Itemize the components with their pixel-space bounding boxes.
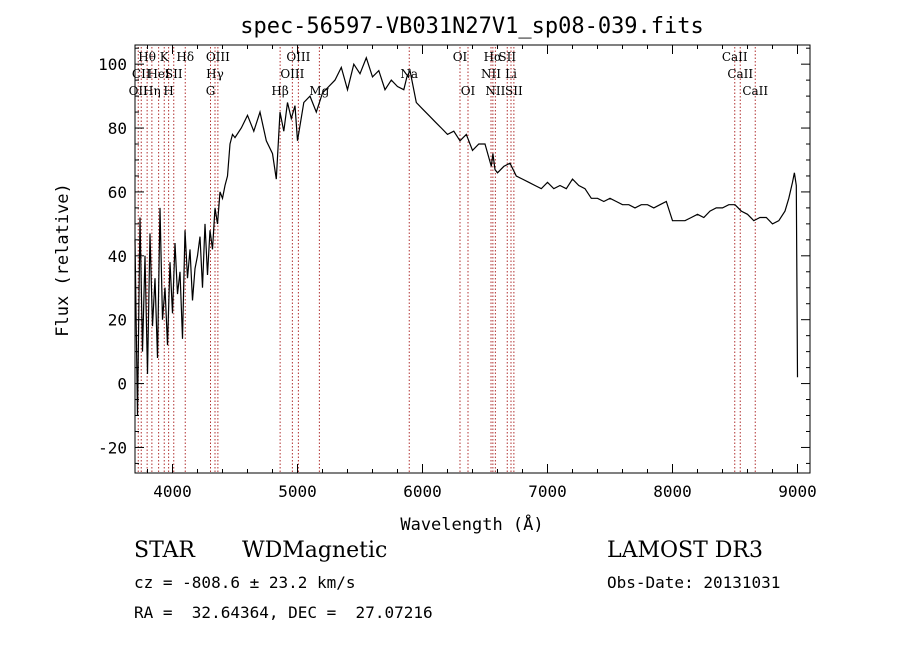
y-tick-label: 40 — [108, 247, 127, 266]
x-tick-label: 9000 — [778, 482, 817, 501]
coordinates: RA = 32.64364, DEC = 27.07216 — [134, 603, 433, 622]
line-label: Mg — [309, 84, 329, 98]
line-label: Li — [505, 67, 517, 81]
line-label: CII — [132, 67, 151, 81]
line-label: K — [160, 50, 170, 64]
y-tick-label: 0 — [117, 375, 127, 394]
y-axis-label: Flux (relative) — [53, 183, 73, 337]
line-label: OIII — [280, 67, 304, 81]
line-label: SII — [505, 84, 523, 98]
line-label: OI — [461, 84, 476, 98]
line-label: OIII — [286, 50, 310, 64]
redshift-readout: cz = -808.6 ± 23.2 km/s — [134, 573, 356, 592]
x-tick-label: 7000 — [528, 482, 567, 501]
line-label: NII — [481, 67, 501, 81]
line-label: OI — [453, 50, 468, 64]
line-label: SII — [165, 67, 183, 81]
spectral-line-markers — [137, 47, 756, 473]
line-label: OII — [129, 84, 149, 98]
axis-ticks: 4000 5000 6000 7000 8000 9000 -20 0 20 40 60 80 100 — [98, 45, 817, 501]
object-subclass: WDMagnetic — [242, 538, 388, 563]
line-label: CaII — [722, 50, 748, 64]
line-label: Hβ — [271, 84, 288, 98]
survey-name: LAMOST DR3 — [607, 538, 763, 563]
spectral-line-labels: OII CII Hθ Hη HeI K H SII Hδ G Hγ OIII Hβ OIII OIII Mg N… — [129, 50, 769, 98]
line-label: G — [206, 84, 216, 98]
line-label: SII — [498, 50, 516, 64]
x-axis-label: Wavelength (Å) — [400, 513, 543, 535]
y-tick-label: 80 — [108, 119, 127, 138]
line-label: Hη — [143, 84, 161, 98]
x-tick-label: 6000 — [403, 482, 442, 501]
y-tick-label: -20 — [98, 438, 127, 457]
obs-date: Obs-Date: 20131031 — [607, 573, 781, 592]
x-tick-label: 4000 — [153, 482, 192, 501]
y-tick-label: 20 — [108, 311, 127, 330]
chart-title: spec-56597-VB031N27V1_sp08-039.fits — [240, 14, 704, 39]
x-tick-label: 8000 — [653, 482, 692, 501]
line-label: NII — [485, 84, 505, 98]
line-label: Hθ — [138, 50, 156, 64]
y-tick-label: 60 — [108, 183, 127, 202]
line-label: H — [163, 84, 173, 98]
plot-frame — [134, 44, 811, 474]
line-label: CaII — [742, 84, 768, 98]
x-tick-label: 5000 — [278, 482, 317, 501]
line-label: CaII — [727, 67, 753, 81]
line-label: Hγ — [206, 67, 224, 81]
line-label: OIII — [206, 50, 230, 64]
line-label: Na — [400, 67, 418, 81]
y-tick-label: 100 — [98, 55, 127, 74]
spectrum-line — [134, 56, 799, 416]
object-class: STAR — [134, 538, 195, 563]
line-label: Hδ — [176, 50, 194, 64]
line-label: Hα — [484, 50, 503, 64]
line-label: HeI — [147, 67, 170, 81]
